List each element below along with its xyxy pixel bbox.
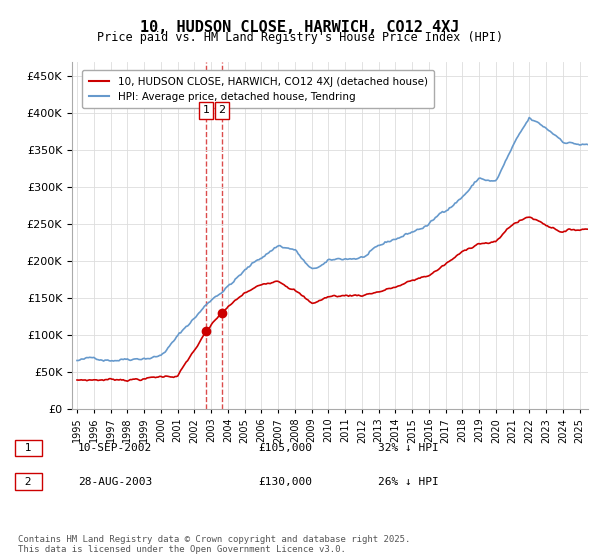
- Text: 32% ↓ HPI: 32% ↓ HPI: [378, 443, 439, 453]
- Text: Contains HM Land Registry data © Crown copyright and database right 2025.
This d: Contains HM Land Registry data © Crown c…: [18, 535, 410, 554]
- Text: 10, HUDSON CLOSE, HARWICH, CO12 4XJ: 10, HUDSON CLOSE, HARWICH, CO12 4XJ: [140, 20, 460, 35]
- Text: £130,000: £130,000: [258, 477, 312, 487]
- Text: 1: 1: [18, 443, 38, 453]
- Text: 26% ↓ HPI: 26% ↓ HPI: [378, 477, 439, 487]
- Text: 2: 2: [18, 477, 38, 487]
- Legend: 10, HUDSON CLOSE, HARWICH, CO12 4XJ (detached house), HPI: Average price, detach: 10, HUDSON CLOSE, HARWICH, CO12 4XJ (det…: [82, 71, 434, 108]
- Text: 28-AUG-2003: 28-AUG-2003: [78, 477, 152, 487]
- Text: Price paid vs. HM Land Registry's House Price Index (HPI): Price paid vs. HM Land Registry's House …: [97, 31, 503, 44]
- Text: £105,000: £105,000: [258, 443, 312, 453]
- Text: 10-SEP-2002: 10-SEP-2002: [78, 443, 152, 453]
- Text: 2: 2: [218, 105, 226, 115]
- Text: 1: 1: [203, 105, 209, 115]
